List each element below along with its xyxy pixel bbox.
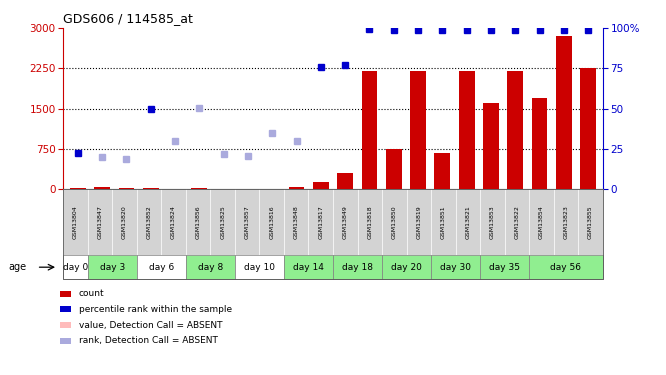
Text: GSM13857: GSM13857 [244, 206, 250, 239]
Bar [580, 68, 596, 189]
Bar [313, 182, 329, 189]
Text: GSM13856: GSM13856 [196, 206, 200, 239]
Text: GSM13849: GSM13849 [343, 205, 348, 239]
Text: GSM13850: GSM13850 [392, 206, 397, 239]
Text: GSM13825: GSM13825 [220, 206, 225, 239]
Text: percentile rank within the sample: percentile rank within the sample [79, 305, 232, 314]
Bar [410, 71, 426, 189]
Text: value, Detection Call = ABSENT: value, Detection Call = ABSENT [79, 321, 222, 330]
Bar [459, 71, 475, 189]
Text: GSM13851: GSM13851 [441, 206, 446, 239]
Text: GSM13820: GSM13820 [122, 206, 127, 239]
Text: GSM13847: GSM13847 [97, 205, 103, 239]
Text: count: count [79, 289, 104, 298]
Text: day 30: day 30 [440, 263, 471, 272]
Text: age: age [8, 262, 26, 272]
Text: day 8: day 8 [198, 263, 223, 272]
Bar [119, 188, 135, 189]
Text: day 14: day 14 [293, 263, 324, 272]
Text: day 10: day 10 [244, 263, 275, 272]
Text: GSM13854: GSM13854 [539, 206, 544, 239]
Bar [288, 187, 304, 189]
Bar [434, 153, 450, 189]
Text: day 18: day 18 [342, 263, 373, 272]
Text: GSM13822: GSM13822 [514, 205, 519, 239]
Bar [337, 173, 353, 189]
Bar [483, 104, 499, 189]
Text: GSM13816: GSM13816 [269, 206, 274, 239]
Text: GSM13818: GSM13818 [367, 206, 372, 239]
Text: day 3: day 3 [100, 263, 125, 272]
Bar [556, 36, 571, 189]
Text: GSM13821: GSM13821 [466, 206, 470, 239]
Bar [507, 71, 523, 189]
Text: GSM13823: GSM13823 [563, 205, 569, 239]
Text: rank, Detection Call = ABSENT: rank, Detection Call = ABSENT [79, 336, 218, 345]
Text: GSM13853: GSM13853 [490, 206, 495, 239]
Text: GSM13855: GSM13855 [588, 206, 593, 239]
Bar [143, 188, 159, 189]
Text: day 20: day 20 [391, 263, 422, 272]
Text: GSM13848: GSM13848 [294, 206, 299, 239]
Text: day 6: day 6 [149, 263, 174, 272]
Text: day 56: day 56 [550, 263, 581, 272]
Text: GSM13804: GSM13804 [73, 206, 78, 239]
Bar [191, 188, 207, 189]
Bar [95, 187, 110, 189]
Bar [531, 98, 547, 189]
Text: GSM13817: GSM13817 [318, 206, 323, 239]
Text: day 35: day 35 [489, 263, 520, 272]
Bar [362, 71, 378, 189]
Text: GDS606 / 114585_at: GDS606 / 114585_at [63, 12, 193, 25]
Bar [386, 149, 402, 189]
Text: GSM13824: GSM13824 [171, 205, 176, 239]
Text: day 0: day 0 [63, 263, 88, 272]
Text: GSM13852: GSM13852 [147, 206, 152, 239]
Bar [70, 188, 86, 189]
Text: GSM13819: GSM13819 [416, 206, 422, 239]
